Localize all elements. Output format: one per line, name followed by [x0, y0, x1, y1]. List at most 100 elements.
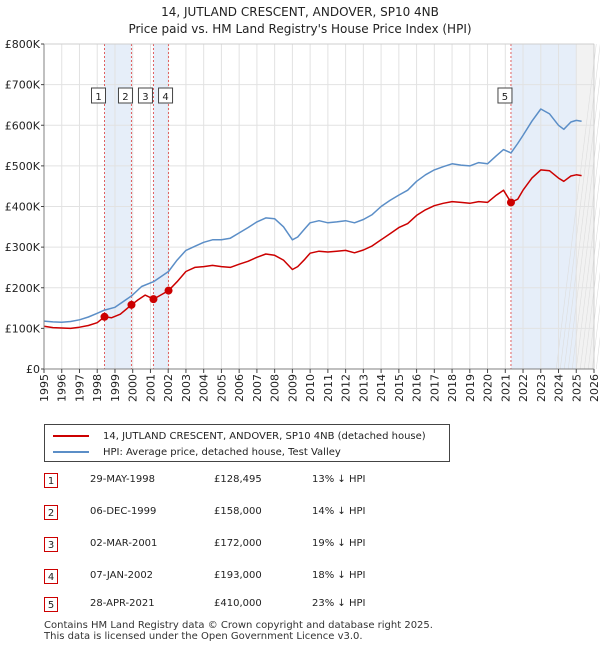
sale-hpi-diff: 23% ↓ HPI [312, 598, 366, 609]
legend-property-label: 14, JUTLAND CRESCENT, ANDOVER, SP10 4NB … [103, 430, 426, 442]
sale-label-badge: 5 [497, 87, 513, 104]
x-tick-label: 2024 [553, 374, 566, 402]
legend-hpi-line [53, 451, 89, 453]
x-tick-label: 1999 [109, 374, 122, 402]
x-tick-label: 2014 [375, 374, 388, 402]
y-tick-label: £0 [26, 363, 40, 376]
hatch-line [591, 303, 600, 370]
sale-price: £193,000 [214, 570, 262, 581]
x-tick-label: 2020 [482, 374, 495, 402]
sale-date: 29-MAY-1998 [90, 474, 156, 485]
y-tick-label: £600K [5, 119, 41, 132]
footer-attribution: Contains HM Land Registry data © Crown c… [44, 620, 433, 642]
x-tick-label: 2004 [198, 374, 211, 402]
sale-label-number: 5 [502, 92, 508, 103]
x-tick-label: 2016 [411, 374, 424, 402]
sale-label-box [117, 87, 133, 104]
sale-price: £158,000 [214, 506, 262, 517]
x-tick-label: 2002 [162, 374, 175, 402]
sale-point [100, 312, 109, 321]
sale-label-number: 4 [162, 92, 168, 103]
x-tick-label: 2000 [127, 374, 140, 402]
x-tick-label: 2007 [251, 374, 264, 402]
sale-label-number: 3 [142, 92, 148, 103]
y-tick-label: £700K [5, 79, 41, 92]
sale-label-box [137, 87, 153, 104]
sale-price: £410,000 [214, 598, 262, 609]
sale-row: 1 29-MAY-1998 £128,495 13% ↓ HPI [44, 472, 384, 492]
x-tick-label: 2015 [393, 374, 406, 402]
legend-item-property: 14, JUTLAND CRESCENT, ANDOVER, SP10 4NB … [53, 428, 426, 444]
hatch-line [587, 271, 600, 370]
sale-label-badge: 1 [91, 87, 106, 104]
sale-label-badge: 2 [117, 87, 133, 104]
sale-hpi-diff: 13% ↓ HPI [312, 474, 366, 485]
sale-label-box [158, 87, 174, 104]
x-tick-label: 2026 [588, 374, 600, 402]
chart-subtitle: Price paid vs. HM Land Registry's House … [128, 22, 471, 36]
price-chart: 14, JUTLAND CRESCENT, ANDOVER, SP10 4NB … [5, 5, 600, 402]
x-tick-label: 2023 [535, 374, 548, 402]
legend-hpi-label: HPI: Average price, detached house, Test… [103, 446, 341, 458]
chart-title: 14, JUTLAND CRESCENT, ANDOVER, SP10 4NB [161, 5, 439, 19]
sale-badge: 2 [44, 505, 58, 520]
y-tick-label: £200K [5, 282, 41, 295]
sale-label-badge: 3 [137, 87, 153, 104]
x-tick-label: 2001 [144, 374, 157, 402]
x-tick-label: 2009 [286, 374, 299, 402]
legend-property-line [53, 435, 89, 437]
sale-label-box [497, 87, 513, 104]
sale-hpi-diff: 19% ↓ HPI [312, 538, 366, 549]
x-tick-label: 1998 [91, 374, 104, 402]
y-tick-label: £100K [5, 322, 41, 335]
sale-date: 07-JAN-2002 [90, 570, 154, 581]
hatch-line [575, 173, 600, 370]
sale-hpi-diff: 18% ↓ HPI [312, 570, 366, 581]
sale-label-box [91, 87, 106, 104]
x-tick-label: 1995 [38, 374, 51, 402]
x-tick-label: 1997 [73, 374, 86, 402]
sale-price: £128,495 [214, 474, 262, 485]
sale-row: 4 07-JAN-2002 £193,000 18% ↓ HPI [44, 568, 384, 588]
y-tick-label: £300K [5, 241, 41, 254]
sale-label-number: 1 [95, 92, 101, 103]
x-tick-label: 2010 [304, 374, 317, 402]
x-tick-label: 2011 [322, 374, 335, 402]
x-tick-label: 2005 [215, 374, 228, 402]
sale-badge: 3 [44, 537, 58, 552]
sale-point [164, 286, 173, 295]
sale-point [506, 198, 515, 207]
x-tick-label: 2008 [269, 374, 282, 402]
legend: 14, JUTLAND CRESCENT, ANDOVER, SP10 4NB … [44, 424, 450, 462]
sale-price: £172,000 [214, 538, 262, 549]
sale-hpi-diff: 14% ↓ HPI [312, 506, 366, 517]
x-tick-label: 2022 [517, 374, 530, 402]
y-tick-label: £400K [5, 201, 41, 214]
sale-badge: 1 [44, 473, 58, 488]
x-tick-label: 2012 [340, 374, 353, 402]
sale-point [149, 295, 158, 304]
property-price-line [43, 169, 582, 330]
hpi-line [43, 108, 582, 324]
sale-row: 3 02-MAR-2001 £172,000 19% ↓ HPI [44, 536, 384, 556]
sale-row: 2 06-DEC-1999 £158,000 14% ↓ HPI [44, 504, 384, 524]
legend-item-hpi: HPI: Average price, detached house, Test… [53, 444, 341, 460]
sale-point [127, 300, 136, 309]
hatch-line [579, 206, 600, 370]
footer-line-2: This data is licensed under the Open Gov… [44, 631, 363, 642]
x-tick-label: 1996 [56, 374, 69, 402]
footer-line-1: Contains HM Land Registry data © Crown c… [44, 620, 433, 631]
sale-badge: 5 [44, 597, 58, 612]
x-tick-label: 2018 [446, 374, 459, 402]
x-tick-label: 2013 [357, 374, 370, 402]
sale-badge: 4 [44, 569, 58, 584]
sale-row: 5 28-APR-2021 £410,000 23% ↓ HPI [44, 596, 384, 616]
x-tick-label: 2006 [233, 374, 246, 402]
y-tick-label: £800K [5, 38, 41, 51]
x-tick-label: 2019 [464, 374, 477, 402]
y-tick-label: £500K [5, 160, 41, 173]
x-tick-label: 2003 [180, 374, 193, 402]
sale-date: 06-DEC-1999 [90, 506, 157, 517]
x-tick-label: 2025 [570, 374, 583, 402]
sale-date: 28-APR-2021 [90, 598, 155, 609]
